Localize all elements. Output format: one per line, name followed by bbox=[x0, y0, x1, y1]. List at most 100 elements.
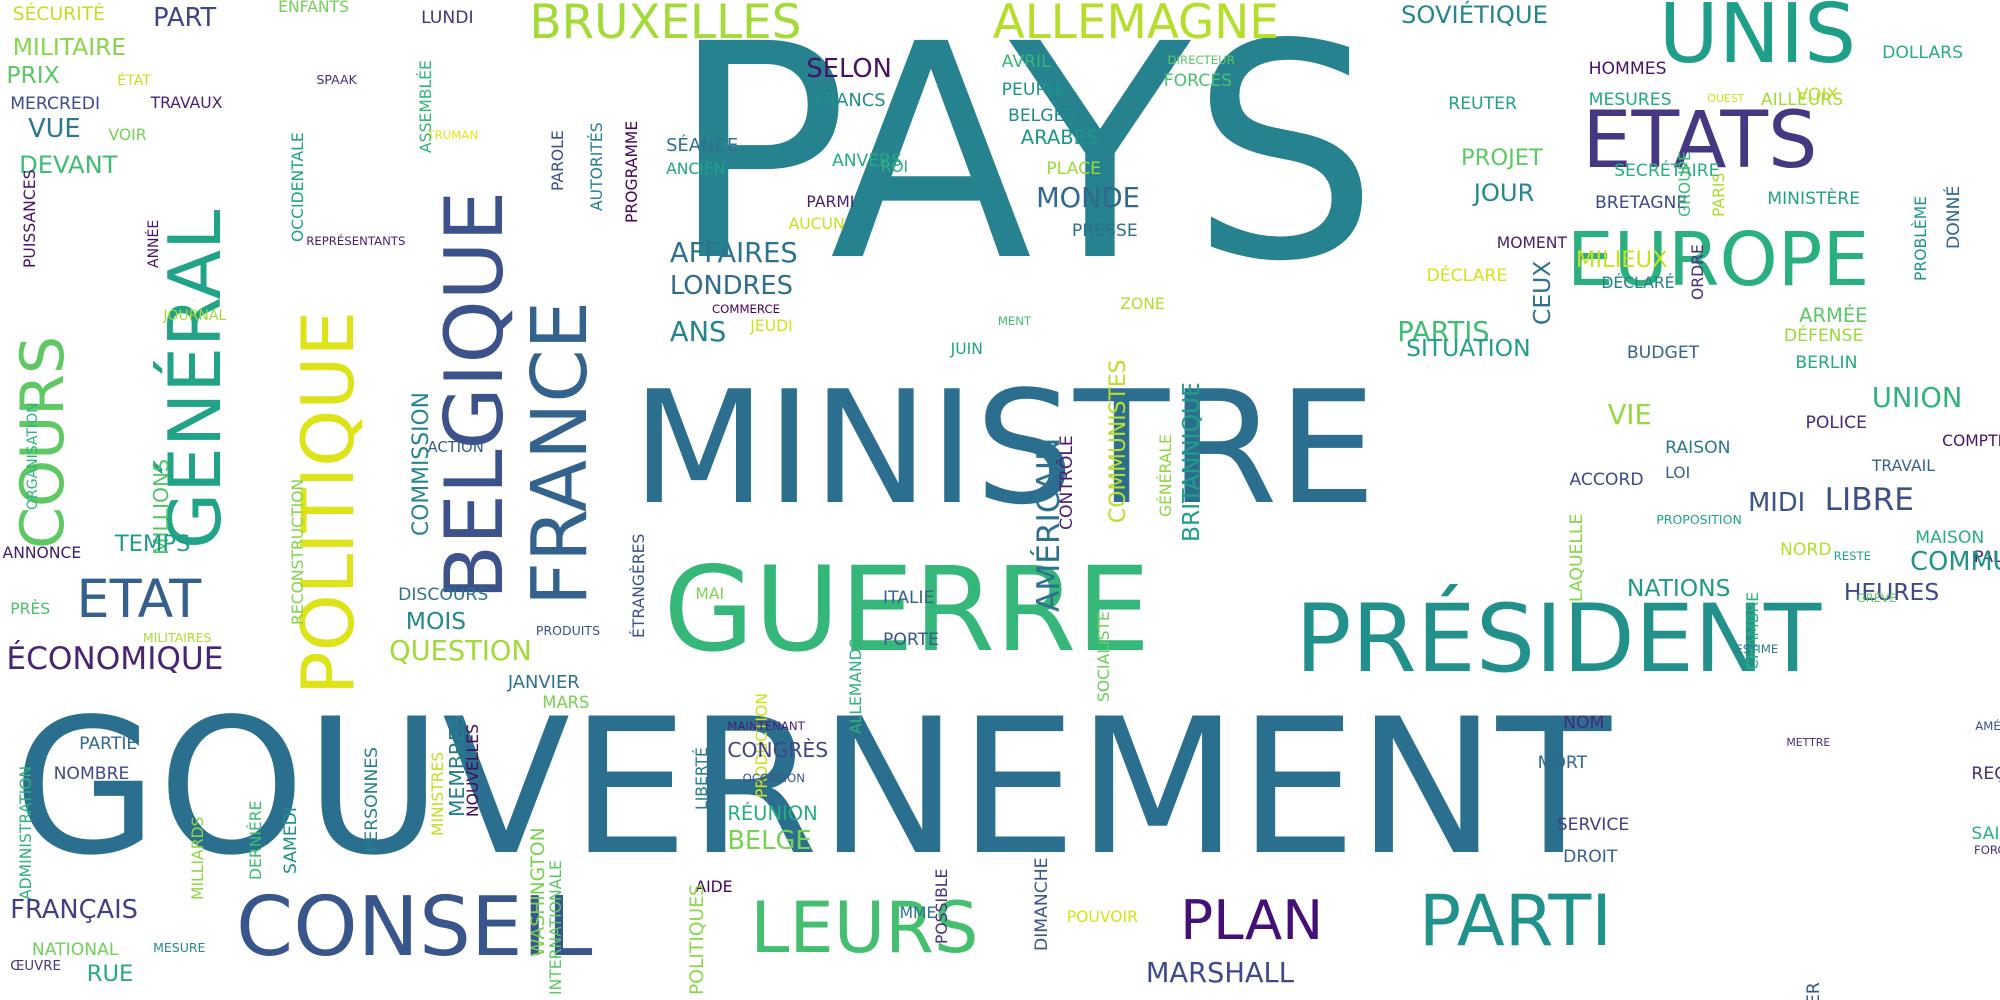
word-79: ANS bbox=[669, 317, 727, 348]
word-75: ŒUVRE bbox=[10, 958, 61, 974]
word-106: GÉNÉRALE bbox=[1156, 433, 1175, 517]
word-63: MILLIARDS bbox=[189, 816, 208, 900]
word-118: RÉUNION bbox=[727, 801, 818, 825]
word-143: CEUX bbox=[1528, 261, 1557, 326]
word-139: BRETAGNE bbox=[1595, 193, 1688, 214]
word-21: MARSHALL bbox=[1145, 957, 1294, 989]
word-40: REPRÉSENTANTS bbox=[306, 234, 406, 249]
word-134: VOIX bbox=[1796, 84, 1839, 105]
word-119: BELGE bbox=[727, 826, 812, 857]
word-144: MILIEUX bbox=[1575, 246, 1668, 273]
word-113: SOCIALISTE bbox=[1095, 610, 1114, 702]
word-24: PRIX bbox=[6, 60, 60, 89]
word-146: PARTIS bbox=[1397, 317, 1490, 348]
word-116: CONGRÈS bbox=[727, 738, 829, 763]
word-107: ÉTRANGÈRES bbox=[629, 533, 648, 638]
word-103: BRITANNIQUE bbox=[1177, 382, 1206, 543]
word-73: NATIONAL bbox=[31, 939, 119, 960]
word-4: PRÉSIDENT bbox=[1295, 585, 1822, 695]
word-137: DONNÉ bbox=[1943, 185, 1964, 249]
word-25: ÉTAT bbox=[117, 73, 151, 89]
word-37: ANNÉE bbox=[145, 219, 162, 268]
word-78: LONDRES bbox=[669, 271, 793, 302]
word-136: PROBLÈME bbox=[1912, 195, 1930, 281]
word-82: SELON bbox=[806, 54, 892, 85]
word-125: POUVOIR bbox=[1066, 907, 1138, 926]
word-48: RECONSTRUCTION bbox=[288, 479, 307, 626]
word-157: TRAVAIL bbox=[1871, 457, 1935, 476]
word-162: VIE bbox=[1607, 399, 1652, 431]
word-62: NOMBRE bbox=[53, 763, 130, 784]
word-17: COURS bbox=[7, 335, 78, 549]
word-53: ACTION bbox=[427, 439, 484, 457]
word-138: SECRÉTAIRE bbox=[1614, 161, 1720, 182]
word-29: VOIR bbox=[108, 125, 147, 144]
word-129: JOUR bbox=[1473, 179, 1535, 208]
word-194: DROIT bbox=[1563, 846, 1618, 867]
word-173: HEURES bbox=[1843, 577, 1940, 606]
word-96: FORCES bbox=[1163, 70, 1232, 91]
word-28: VUE bbox=[28, 114, 81, 145]
word-152: ARMÉE bbox=[1799, 304, 1868, 328]
word-165: LOI bbox=[1665, 463, 1691, 482]
word-120: AIDE bbox=[695, 878, 733, 897]
word-110: ALLEMANDS bbox=[846, 638, 865, 734]
word-184: DERNIER bbox=[1804, 982, 1824, 1000]
word-87: ROI bbox=[880, 157, 909, 176]
word-32: ENFANTS bbox=[278, 0, 349, 16]
word-154: BERLIN bbox=[1795, 352, 1858, 373]
word-158: LIBRE bbox=[1824, 481, 1915, 518]
word-19: ÉCONOMIQUE bbox=[6, 641, 224, 678]
word-9: ETATS bbox=[1582, 96, 1818, 187]
word-2: GOUVERNEMENT bbox=[12, 679, 1611, 898]
word-111: ITALIE bbox=[882, 587, 935, 608]
word-149: DÉCLARE bbox=[1426, 265, 1508, 286]
word-58: JANVIER bbox=[507, 671, 580, 693]
word-169: PROPOSITION bbox=[1656, 512, 1742, 528]
word-148: MOMENT bbox=[1496, 234, 1567, 253]
word-13: BELGIQUE bbox=[426, 190, 521, 600]
word-88: PARMI bbox=[806, 193, 855, 212]
word-145: DÉCLARÉ bbox=[1601, 273, 1675, 292]
word-193: SERVICE bbox=[1556, 814, 1630, 835]
word-122: DIMANCHE bbox=[1031, 857, 1052, 951]
word-1: MINISTRE bbox=[631, 357, 1377, 540]
word-127: HOMMES bbox=[1588, 59, 1667, 80]
word-185: AMÉRICAINS bbox=[1975, 718, 2000, 733]
word-69: NOUVELLES bbox=[463, 723, 482, 817]
word-57: PRODUITS bbox=[535, 623, 600, 639]
word-3: GUERRE bbox=[663, 541, 1151, 679]
word-54: DISCOURS bbox=[398, 584, 489, 605]
word-72: FRANÇAIS bbox=[10, 895, 138, 926]
word-83: FRANCS bbox=[814, 89, 886, 111]
word-90: AVRIL bbox=[1001, 51, 1051, 72]
word-5: CONSEIL bbox=[236, 879, 593, 975]
word-176: ESTIME bbox=[1735, 642, 1779, 657]
word-20: PLAN bbox=[1180, 888, 1324, 953]
word-10: UNIS bbox=[1658, 0, 1857, 82]
word-6: PARTI bbox=[1418, 879, 1612, 962]
word-65: SAMEDI bbox=[281, 807, 302, 875]
word-114: LIBERTÉ bbox=[693, 747, 712, 811]
word-61: PARTIE bbox=[79, 734, 138, 755]
word-85: ANCIEN bbox=[666, 160, 726, 179]
word-95: DIRECTEUR bbox=[1167, 52, 1235, 67]
word-14: FRANCE bbox=[516, 301, 606, 607]
word-130: REUTER bbox=[1448, 93, 1517, 114]
word-49: ANNONCE bbox=[2, 544, 82, 563]
word-52: MILITAIRES bbox=[142, 629, 212, 645]
word-102: JUIN bbox=[950, 339, 983, 358]
word-170: NORD bbox=[1780, 540, 1832, 561]
word-128: PROJET bbox=[1461, 144, 1543, 171]
word-164: RAISON bbox=[1665, 438, 1731, 459]
word-133: AILLEURS bbox=[1760, 89, 1844, 110]
word-172: NATIONS bbox=[1626, 573, 1731, 602]
word-38: ORGANISATION bbox=[24, 402, 41, 511]
word-50: TEMPS bbox=[114, 531, 191, 558]
word-30: DEVANT bbox=[19, 151, 118, 180]
word-101: MENT bbox=[997, 314, 1032, 329]
word-43: PAROLE bbox=[549, 130, 568, 192]
word-47: COMMISSION bbox=[408, 391, 434, 536]
word-117: OCCASION bbox=[742, 771, 805, 786]
